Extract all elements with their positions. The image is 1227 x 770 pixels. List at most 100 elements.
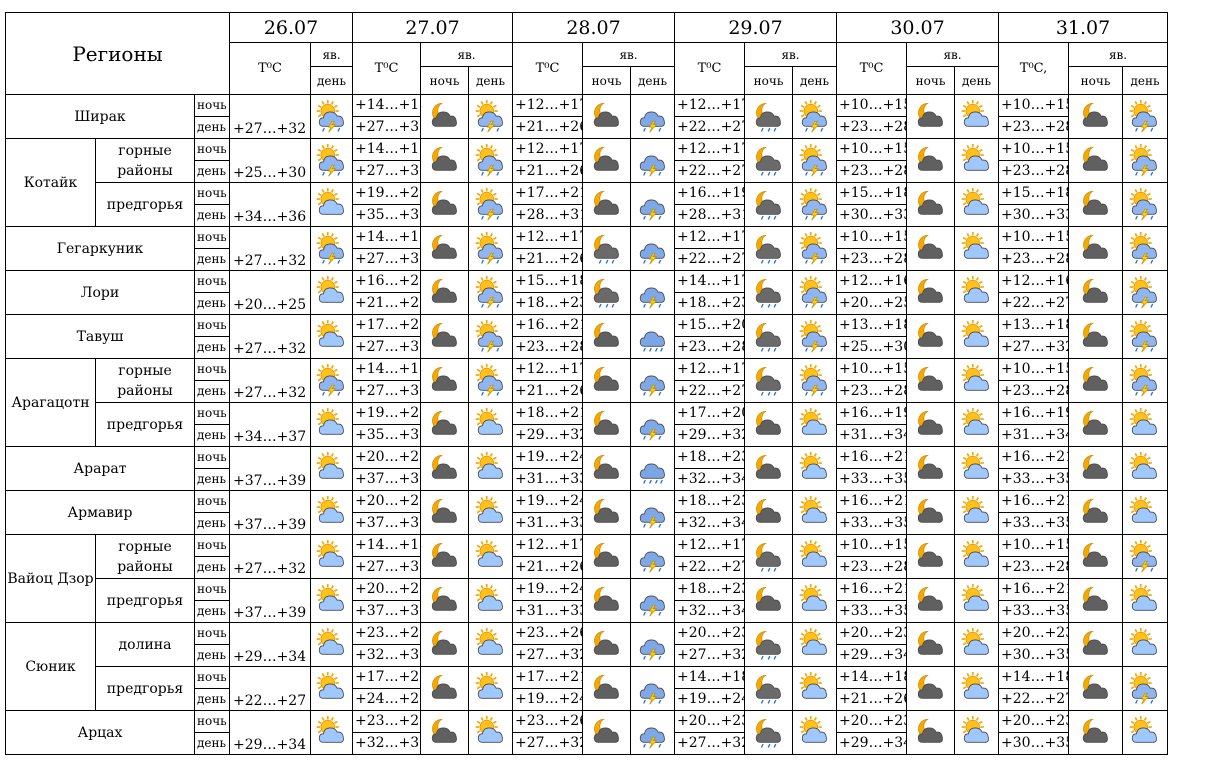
temperature-night-cell: +10…+15 [836, 358, 908, 381]
temperature-day-cell: +22…+27 [229, 666, 312, 711]
temperature-night-cell: +14…+18 [998, 666, 1070, 689]
moon-cloud-icon [420, 578, 470, 623]
moon-cloud-icon [582, 622, 632, 667]
moon-rain-icon [744, 226, 794, 271]
moon-cloud-icon [906, 94, 956, 139]
temperature-night-cell: +20…+25 [352, 446, 422, 469]
temperature-night-cell: +12…+17 [674, 534, 746, 557]
moon-cloud-icon [906, 402, 956, 447]
storm-cloud-icon [630, 94, 676, 139]
sun-cloud-icon [792, 578, 838, 623]
temperature-night-cell: +14…+19 [352, 226, 422, 249]
temperature-night-cell: +16…+20 [352, 270, 422, 293]
table-row: Гегаркуникночь+27…+32+14…+19+12…+17+12…+… [5, 226, 1218, 271]
temperature-day-cell: +27…+32 [352, 380, 422, 403]
period-day-label: день [193, 732, 231, 755]
period-day-label: день [193, 556, 231, 579]
moon-rain-icon [744, 534, 794, 579]
temperature-day-cell: +27…+32 [229, 226, 312, 271]
table-row: предгорьяночь+37…+39+20…+25+19…+24+18…+2… [6, 578, 1218, 623]
sun-cloud-icon [468, 534, 514, 579]
temperature-day-cell: +34…+37 [229, 402, 312, 447]
temperature-day-cell: +37…+39 [352, 600, 422, 623]
moon-cloud-icon [1068, 666, 1124, 711]
moon-cloud-icon [420, 182, 470, 227]
period-day-label: день [193, 644, 231, 667]
temperature-night-cell: +20…+25 [352, 578, 422, 601]
temperature-night-cell: +14…+18 [836, 666, 908, 689]
storm-cloud-icon [630, 534, 676, 579]
storm-sun-icon [468, 138, 514, 183]
sun-cloud-icon [1122, 402, 1169, 447]
table-row: Араратночь+37…+39+20…+25+19…+24+18…+23+1… [5, 446, 1218, 491]
period-day-label: день [193, 160, 231, 183]
period-night-label: ночь [193, 138, 231, 161]
temperature-day-cell: +30…+33 [998, 204, 1070, 227]
table-row: день +37…+39 +31…+33 +32…+34 +33…+35 +33…+35 [6, 600, 1218, 623]
table-row: Лориночь+20…+25+16…+20+15…+18+14…+17+12…… [5, 270, 1218, 315]
moon-cloud-icon [906, 270, 956, 315]
temperature-day-cell: +27…+32 [512, 732, 584, 755]
temperature-night-cell: +16…+19 [674, 182, 746, 205]
temperature-night-cell: +10…+15 [998, 534, 1070, 557]
period-night-label: ночь [193, 182, 231, 205]
forecast-table: Регионы 26.07 27.07 28.07 29.07 30.07 31… [4, 12, 1218, 755]
temperature-day-cell: +27…+32 [352, 556, 422, 579]
temperature-day-cell: +27…+32 [229, 534, 312, 579]
temperature-day-cell: +20…+25 [836, 292, 908, 315]
day-subheader-1: день [310, 66, 354, 95]
moon-cloud-icon [582, 446, 632, 491]
temperature-night-cell: +17…+21 [512, 666, 584, 689]
sun-cloud-icon [468, 710, 514, 755]
temperature-day-cell: +25…+30 [229, 138, 312, 183]
temperature-day-cell: +37…+39 [229, 446, 312, 491]
sun-cloud-icon [792, 534, 838, 579]
temperature-day-cell: +33…+35 [998, 600, 1070, 623]
temperature-night-cell: +12…+17 [674, 226, 746, 249]
temperature-day-cell: +32…+34 [674, 512, 746, 535]
moon-cloud-icon [582, 666, 632, 711]
temperature-day-cell: +32…+34 [674, 468, 746, 491]
temperature-night-cell: +18…+23 [674, 578, 746, 601]
sun-cloud-icon [954, 446, 1000, 491]
temperature-night-cell: +10…+15 [998, 138, 1070, 161]
period-day-label: день [193, 600, 231, 623]
moon-rain-icon [744, 710, 794, 755]
temp-header-3: T⁰C [512, 42, 584, 95]
temperature-day-cell: +22…+27 [674, 556, 746, 579]
sun-cloud-icon [468, 490, 514, 535]
temperature-day-cell: +31…+33 [512, 512, 584, 535]
night-subheader-4: ночь [744, 66, 794, 95]
table-row: Тавушночь+27…+32+17…+22+16…+21+15…+20+13… [5, 314, 1218, 359]
temperature-day-cell: +21…+26 [512, 116, 584, 139]
temperature-day-cell: +35…+37 [352, 204, 422, 227]
temperature-day-cell: +23…+28 [836, 380, 908, 403]
sun-cloud-icon [954, 138, 1000, 183]
storm-cloud-icon [630, 622, 676, 667]
temperature-day-cell: +28…+31 [512, 204, 584, 227]
period-day-label: день [193, 248, 231, 271]
temperature-day-cell: +27…+32 [998, 336, 1070, 359]
moon-cloud-icon [1068, 270, 1124, 315]
temperature-day-cell: +32…+34 [674, 600, 746, 623]
temperature-day-cell: +18…+23 [674, 292, 746, 315]
temperature-day-cell: +33…+35 [836, 468, 908, 491]
temperature-day-cell: +29…+34 [836, 732, 908, 755]
sun-cloud-icon [954, 710, 1000, 755]
moon-rain-icon [744, 138, 794, 183]
moon-cloud-icon [582, 578, 632, 623]
moon-cloud-icon [1068, 182, 1124, 227]
moon-cloud-icon [582, 358, 632, 403]
temperature-day-cell: +23…+28 [998, 248, 1070, 271]
sun-cloud-icon [792, 666, 838, 711]
moon-cloud-icon [420, 402, 470, 447]
date-header-6: 31.07 [998, 12, 1169, 43]
region-kotayk: Котайк [5, 138, 96, 227]
temperature-day-cell: +34…+36 [229, 182, 312, 227]
sun-cloud-icon [468, 622, 514, 667]
temperature-night-cell: +12…+16 [998, 270, 1070, 293]
moon-cloud-icon [906, 138, 956, 183]
table-row: Армавирночь+37…+39+20…+25+19…+24+18…+23+… [5, 490, 1218, 535]
moon-cloud-icon [420, 270, 470, 315]
